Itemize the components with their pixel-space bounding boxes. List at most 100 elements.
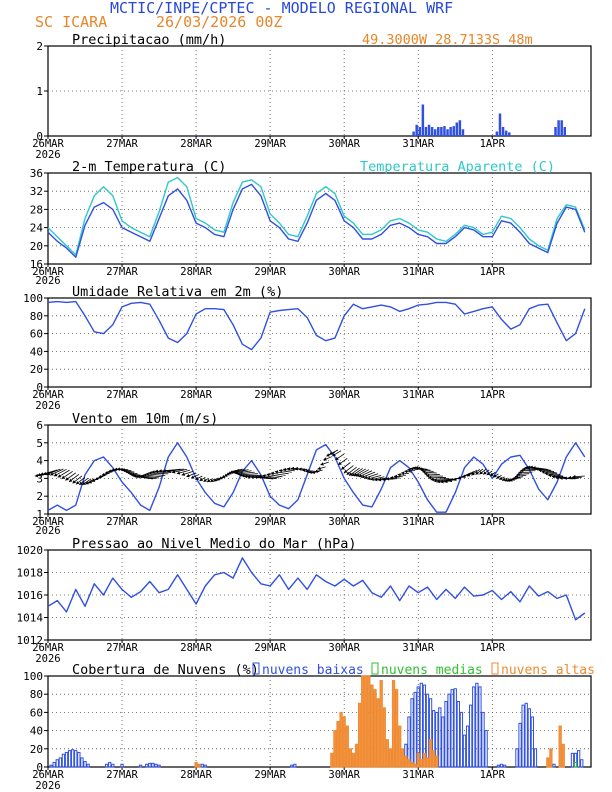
pressure-xtick-label: 1APR (480, 642, 506, 654)
wind-vector (430, 477, 450, 481)
wind-vector-head (364, 475, 368, 480)
cloud-bar-orange (197, 763, 201, 768)
temperature-ytick-label: 16 (30, 258, 43, 271)
wind-vector (544, 473, 564, 477)
cloud-bar-blue (203, 764, 207, 768)
cloud-bar-blue (533, 748, 538, 768)
cloud-bar-orange (330, 752, 334, 768)
cloud-bar-orange (357, 702, 362, 768)
cloud-bar-blue (148, 762, 152, 768)
cloud-bar-blue (74, 750, 78, 768)
precip-bar (557, 120, 560, 136)
wind-vector-head (98, 474, 102, 479)
wind-vector (258, 475, 277, 480)
wind-vector-head (224, 473, 228, 477)
precip-ytick-label: 1 (36, 85, 43, 98)
temperature-xtick-label: 28MAR (180, 266, 212, 278)
pressure-year-label: 2026 (35, 653, 60, 665)
wind-vector-head (61, 475, 66, 479)
cloud-bar-blue (413, 691, 417, 768)
clouds-title: Cobertura de Nuvens (%) (72, 662, 259, 678)
wind-vector-head (516, 472, 520, 477)
wind-vector-head (397, 473, 401, 477)
cloud-bar-orange (376, 698, 380, 768)
cloud-bar-orange (425, 757, 430, 768)
wind-vector-head (116, 467, 120, 472)
wind-vector-head (40, 472, 44, 476)
cloud-bar-blue (518, 722, 522, 768)
cloud-bar-orange (348, 748, 352, 768)
precip-bar (458, 120, 462, 136)
cloud-bar-blue (475, 682, 479, 768)
precip-frame (47, 45, 592, 137)
wind-vector-head (541, 470, 545, 474)
clouds-ytick-label: 20 (30, 743, 43, 756)
wind-vector-head (502, 477, 506, 481)
wind-vector-head (572, 474, 576, 479)
cloud-bar-orange (428, 739, 433, 768)
wind-vector-head (358, 474, 363, 478)
wind-vector-head (428, 476, 432, 480)
temperature-ytick-label: 28 (30, 203, 43, 216)
cloud-legend: nuvens baixas nuvens medias nuvens altas (252, 662, 595, 678)
precip-bar (560, 120, 563, 136)
cloud-bar-blue (104, 763, 109, 768)
wind-vector-head (79, 481, 83, 485)
station-name: SC ICARA (35, 13, 108, 31)
wind-vector-head (111, 468, 115, 472)
humidity-ytick-label: 100 (23, 292, 43, 305)
wind-xtick-label: 31MAR (402, 516, 434, 528)
humidity-ytick-label: 40 (30, 345, 43, 358)
precip-xtick-label: 1APR (480, 138, 506, 150)
wind-vector-head (302, 468, 306, 472)
clouds-xtick-label: 28MAR (180, 769, 212, 781)
wind-vector-head (424, 472, 428, 476)
clouds-xtick-label: 1APR (480, 769, 506, 781)
cloud-bar-orange (339, 711, 343, 768)
wind-vector-head (514, 474, 519, 478)
temperature-title: 2-m Temperatura (C) (72, 159, 226, 175)
cloud-bar-blue (154, 763, 158, 768)
clouds-frame (47, 675, 592, 768)
clouds-xtick-label: 27MAR (106, 769, 138, 781)
wind-vector-head (507, 478, 511, 482)
wind-vector-head (457, 476, 462, 480)
wind-vector-head (145, 472, 149, 476)
humidity-title: Umidade Relativa em 2m (%) (72, 284, 283, 300)
precip-bar (437, 127, 440, 136)
wind-ytick-label: 1 (36, 508, 43, 521)
wind-ytick-label: 4 (36, 455, 43, 468)
wind-frame (47, 424, 592, 515)
precip-bar (449, 127, 452, 136)
wind-vector-head (266, 472, 270, 477)
wind-vector-head (382, 477, 386, 482)
precip-bar (196, 135, 199, 136)
cloud-bar-orange (561, 743, 565, 768)
wind-vector-head (119, 467, 123, 472)
cloud-bar-orange (398, 725, 402, 768)
cloud-bar-orange (345, 725, 349, 768)
wind-vector-head (199, 477, 204, 481)
wind-vector-head (278, 468, 283, 473)
clouds-ytick-label: 80 (30, 688, 43, 701)
wind-vector-head (440, 479, 444, 484)
coords-label: 49.3000W 28.7133S 48m (362, 32, 533, 48)
wind-vector-head (172, 470, 176, 474)
cloud-bar-orange (432, 750, 436, 768)
wind-ytick-label: 5 (36, 437, 43, 450)
cloud-bar-blue (459, 711, 464, 768)
wind-xtick-label: 28MAR (180, 516, 212, 528)
wind-vector-head (346, 471, 351, 475)
wind-vector-head (34, 473, 39, 478)
cloud-bar-orange (354, 743, 359, 768)
temperature-xtick-label: 30MAR (328, 266, 360, 278)
wind-vector-head (274, 470, 279, 474)
cloud-bar-blue (425, 693, 430, 768)
apparent-temperature-legend: Temperatura Aparente (C) (360, 159, 555, 175)
cloud-bar-orange (379, 680, 383, 768)
cloud-bar-orange (342, 716, 346, 768)
cloud-bar-blue (465, 725, 470, 768)
wind-vector-head (69, 478, 73, 482)
precip-bar (452, 126, 455, 136)
cloud-bar-orange (336, 721, 340, 768)
